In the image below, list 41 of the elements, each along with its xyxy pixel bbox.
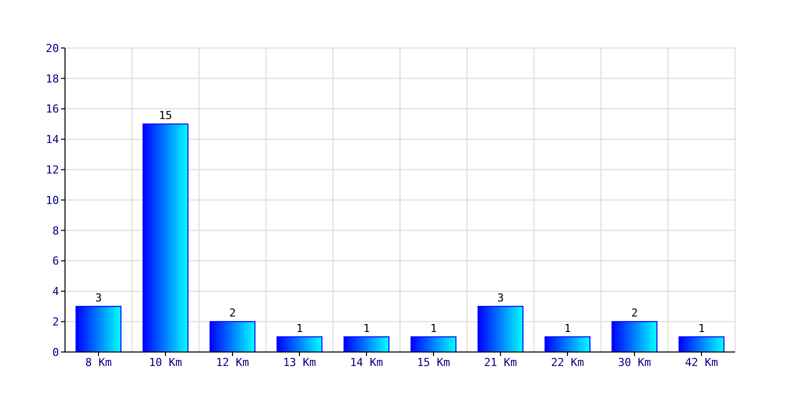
x-tick-label: 8 Km [85,356,112,369]
x-tick-label: 22 Km [550,356,584,369]
y-tick-label: 4 [52,285,60,298]
y-tick-label: 0 [52,346,59,359]
x-tick-label: 12 Km [216,356,250,369]
data-label: 1 [430,322,437,335]
data-label: 15 [158,109,172,122]
bar [410,336,456,352]
data-label: 1 [698,322,705,335]
x-tick-label: 10 Km [148,356,182,369]
y-tick-label: 8 [52,224,59,238]
bar [678,336,724,352]
y-tick-label: 12 [46,163,59,176]
y-tick-label: 2 [52,315,59,328]
y-tick-label: 16 [46,102,59,116]
bar [612,321,658,352]
data-label: 1 [363,322,370,335]
x-tick-label: 42 Km [684,356,718,369]
y-tick-label: 14 [46,133,60,146]
y-tick-label: 10 [46,194,59,207]
bar [478,306,524,352]
y-tick-label: 18 [46,72,59,86]
bar [76,306,122,352]
data-label: 3 [95,291,102,304]
x-tick-label: 14 Km [350,356,384,369]
y-tick-label: 20 [46,42,59,55]
x-tick-label: 13 Km [282,356,316,369]
x-tick-label: 30 Km [618,356,652,369]
bar [210,321,256,352]
x-tick-label: 15 Km [416,356,450,369]
x-tick-label: 21 Km [484,356,518,369]
data-label: 3 [497,291,504,304]
bar [142,124,188,352]
y-tick-label: 6 [52,254,59,268]
bar [544,336,590,352]
bar [344,336,390,352]
data-label: 2 [631,306,638,320]
data-label: 1 [564,322,571,335]
data-label: 1 [296,322,303,335]
bar [276,336,322,352]
data-label: 2 [229,306,236,320]
